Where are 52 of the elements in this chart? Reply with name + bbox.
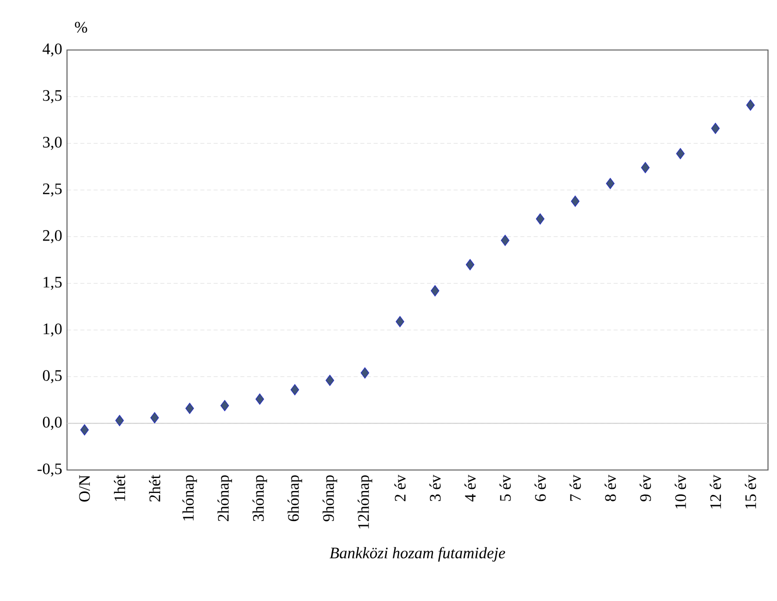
x-tick-label: 9hónap <box>322 475 338 522</box>
x-tick-label: 1hét <box>114 474 126 501</box>
x-tick-label: 6 év <box>534 474 546 502</box>
x-tick-label: 3hónap <box>252 475 268 522</box>
point <box>256 393 264 405</box>
y-tick-label: 2,0 <box>43 230 62 244</box>
y-tick-label: 0,5 <box>42 370 62 384</box>
x-tick-label: 2hét <box>148 474 160 502</box>
x-tick-label: 3 év <box>429 474 441 502</box>
x-tick-label: 8 év <box>604 474 616 502</box>
point <box>396 316 404 328</box>
point <box>536 213 544 225</box>
x-tick-label: 12hónap <box>358 475 372 528</box>
x-tick-label: 1hónap <box>182 475 197 520</box>
y-tick-label: 1,0 <box>44 323 62 337</box>
y-axis-title: % <box>74 22 88 33</box>
point <box>430 285 440 296</box>
x-tick-label: 4 év <box>464 474 476 502</box>
y-tick-label: 3,0 <box>43 136 62 150</box>
point <box>360 367 370 379</box>
point <box>185 402 194 414</box>
x-axis-title: Bankközi hozam futamideje <box>330 546 506 562</box>
point <box>641 162 650 174</box>
x-tick-label: 2hónap <box>217 475 232 522</box>
point <box>466 259 474 270</box>
y-tick-label: 3,5 <box>43 90 62 104</box>
point <box>326 374 334 386</box>
point <box>500 234 510 246</box>
point <box>150 412 159 424</box>
x-tick-label: 2 év <box>394 474 406 502</box>
x-tick-label: 7 év <box>570 474 581 501</box>
point <box>711 122 720 134</box>
x-tick-label: 10 év <box>674 474 686 508</box>
y-tick-label: -0,5 <box>38 463 62 477</box>
point <box>220 400 229 412</box>
x-tick-label: 12 év <box>710 474 722 508</box>
point <box>570 196 580 207</box>
point <box>80 424 89 436</box>
x-tick-label: 9 év <box>640 474 651 502</box>
x-tick-label: 5 év <box>499 474 511 501</box>
point <box>606 178 615 190</box>
point <box>290 384 300 396</box>
point <box>115 414 124 426</box>
x-tick-label: 15 év <box>744 474 756 508</box>
point <box>746 99 755 111</box>
y-tick-label: 1,5 <box>44 276 62 290</box>
y-tick-label: 4,0 <box>42 43 62 57</box>
point <box>676 148 685 160</box>
x-tick-label: 6hónap <box>288 475 302 522</box>
y-tick-label: 2,5 <box>43 183 62 197</box>
x-tick-label: O/N <box>79 475 90 502</box>
y-tick-label: 0,0 <box>42 416 62 430</box>
